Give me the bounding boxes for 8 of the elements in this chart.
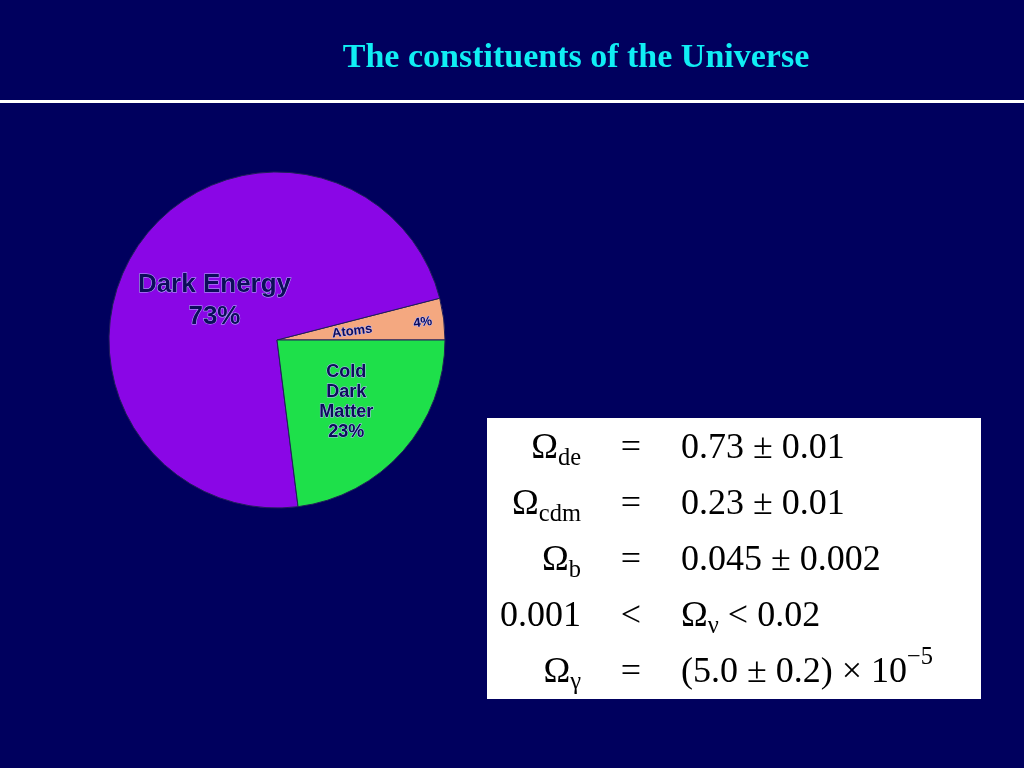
data-label: 4% bbox=[412, 312, 434, 331]
data-label: 73% bbox=[188, 299, 241, 330]
data-label: 23% bbox=[328, 421, 365, 442]
text: The constituents of the Universe bbox=[341, 36, 811, 76]
formula-box: Ω$_{de}$ = 0.73 ± 0.01 Ω$_{cdm}$ = 0.23 ± 0.01 Ω$_{b}$ = 0.045 ± 0.002 0.001 < Ω$_{ν}$ < 0.02 Ω$_{γ}$ = (5.0 ± 0.2) × 10$^{−5}$ bbox=[487, 418, 981, 699]
slice-label: Atoms bbox=[331, 320, 374, 341]
slice-label: Cold Dark Matter bbox=[319, 361, 374, 422]
slice-label: Dark Energy bbox=[137, 267, 292, 298]
